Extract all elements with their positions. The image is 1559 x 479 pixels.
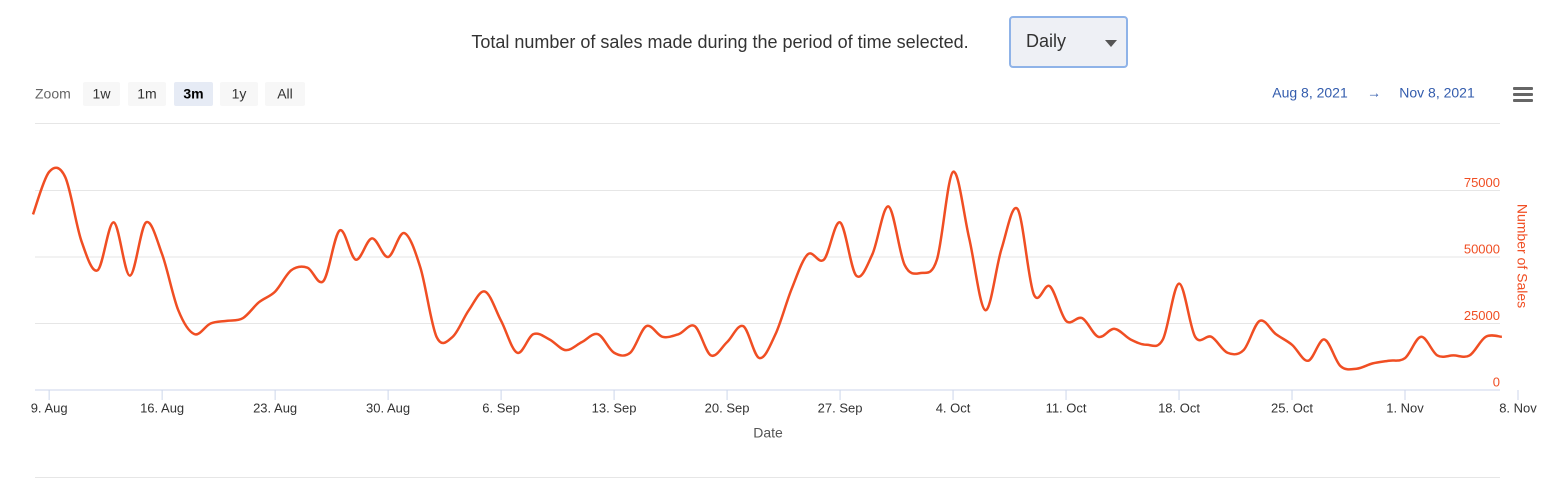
select-caret (1105, 40, 1117, 47)
zoom-button[interactable] (174, 82, 213, 106)
zoom-button-label[interactable]: 1w (93, 86, 112, 102)
y-tick-label: 25000 (1464, 308, 1500, 323)
x-tick-label: 25. Oct (1271, 400, 1313, 415)
zoom-button[interactable] (83, 82, 120, 106)
x-tick-label: 27. Sep (818, 400, 863, 415)
range-separator: → (1367, 85, 1381, 101)
menu-bar (1513, 87, 1533, 90)
x-tick-label: 1. Nov (1386, 400, 1424, 415)
x-tick-label: 18. Oct (1158, 400, 1200, 415)
x-tick-label: 13. Sep (592, 400, 637, 415)
x-tick-label: 20. Sep (705, 400, 750, 415)
period-select-value[interactable]: Daily (1026, 31, 1066, 51)
menu-bar (1513, 93, 1533, 96)
zoom-label: Zoom (35, 86, 71, 102)
menu-button[interactable] (1513, 87, 1533, 102)
x-tick-label: 23. Aug (253, 400, 297, 415)
x-tick-label: 11. Oct (1046, 400, 1087, 415)
x-tick-label: 16. Aug (140, 400, 184, 415)
x-axis-title: Date (753, 425, 783, 441)
x-tick-label: 30. Aug (366, 400, 410, 415)
x-tick-label: 6. Sep (482, 400, 520, 415)
zoom-button[interactable] (265, 82, 305, 106)
range-from[interactable]: Aug 8, 2021 (1272, 85, 1348, 101)
zoom-button[interactable] (128, 82, 166, 106)
x-tick-label: 4. Oct (936, 400, 971, 415)
y-tick-label: 0 (1493, 374, 1500, 389)
y-tick-label: 50000 (1464, 241, 1500, 256)
y-tick-label: 75000 (1464, 175, 1500, 190)
zoom-button-label[interactable]: 1m (137, 86, 156, 102)
period-select[interactable] (1009, 16, 1128, 68)
zoom-button-label[interactable]: All (277, 86, 293, 102)
range-to[interactable]: Nov 8, 2021 (1399, 85, 1475, 101)
menu-bar (1513, 99, 1533, 102)
header-text: Total number of sales made during the pe… (471, 32, 968, 52)
zoom-button-label[interactable]: 1y (232, 86, 247, 102)
x-tick-label: 8. Nov (1499, 400, 1537, 415)
zoom-button-label[interactable]: 3m (183, 86, 203, 102)
x-tick-label: 9. Aug (31, 400, 68, 415)
zoom-button[interactable] (220, 82, 258, 106)
series-line (31, 166, 1502, 371)
y-axis-title: Number of Sales (1514, 204, 1530, 308)
